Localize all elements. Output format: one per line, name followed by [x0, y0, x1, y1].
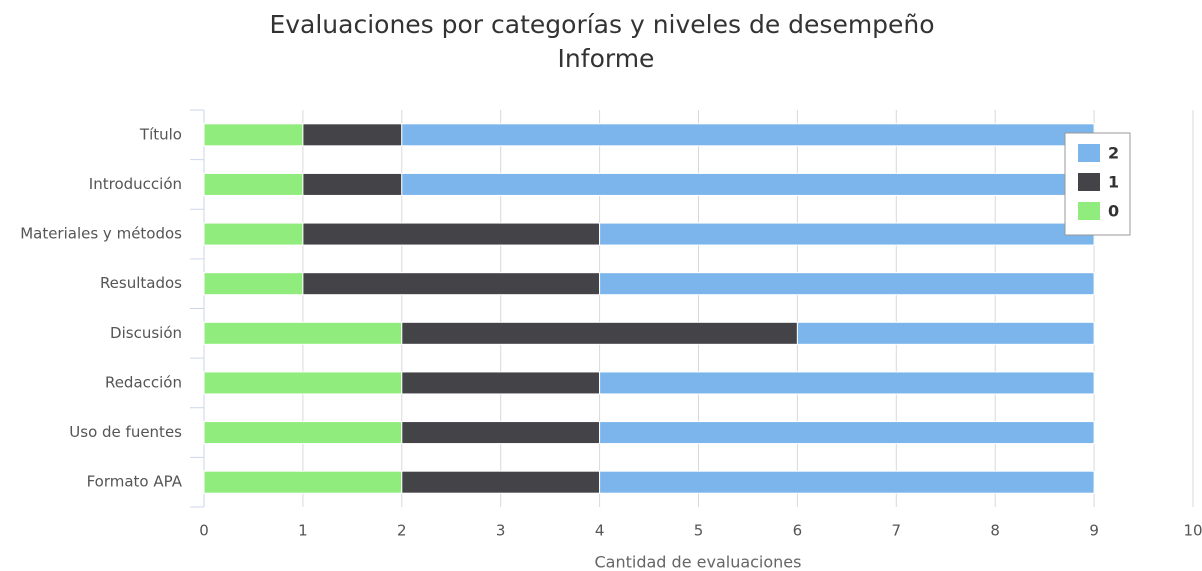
bar-segment	[599, 222, 1095, 246]
bar-segment	[599, 470, 1095, 494]
chart-subtitle: Informe	[558, 44, 655, 73]
y-tick-label: Introducción	[89, 175, 182, 193]
y-tick-label: Resultados	[100, 274, 182, 292]
x-tick-label: 6	[793, 522, 803, 540]
x-tick-label: 7	[892, 522, 902, 540]
x-axis-title: Cantidad de evaluaciones	[595, 553, 802, 571]
bar-segment	[599, 421, 1095, 445]
bar-segment	[401, 172, 1095, 196]
legend-label: 0	[1108, 202, 1119, 221]
bar-segment	[599, 272, 1095, 296]
x-tick-label: 3	[496, 522, 506, 540]
bar-segment	[203, 123, 304, 147]
y-tick-label: Uso de fuentes	[69, 423, 182, 441]
bar-segment	[401, 123, 1095, 147]
bar-segment	[401, 421, 601, 445]
x-tick-label: 0	[199, 522, 209, 540]
bar-segment	[302, 123, 403, 147]
legend-swatch	[1078, 202, 1100, 220]
x-tick-label: 1	[298, 522, 308, 540]
bar-segment	[302, 222, 601, 246]
legend-label: 1	[1108, 173, 1119, 192]
x-tick-label: 2	[397, 522, 407, 540]
y-tick-label: Redacción	[105, 373, 182, 391]
x-tick-label: 9	[1089, 522, 1099, 540]
bar-segment	[796, 321, 1095, 345]
bar-segment	[599, 371, 1095, 395]
y-tick-label: Discusión	[110, 324, 182, 342]
bar-segment	[401, 321, 798, 345]
legend-swatch	[1078, 173, 1100, 191]
bar-segment	[203, 470, 403, 494]
bar-segment	[203, 222, 304, 246]
y-tick-label: Título	[139, 125, 182, 143]
x-tick-label: 4	[595, 522, 605, 540]
x-tick-label: 10	[1183, 522, 1202, 540]
legend-label: 2	[1108, 144, 1119, 163]
bar-segment	[302, 172, 403, 196]
x-tick-label: 8	[990, 522, 1000, 540]
y-tick-label: Formato APA	[87, 473, 183, 491]
bar-segment	[203, 172, 304, 196]
bar-segment	[203, 421, 403, 445]
bar-segment	[302, 272, 601, 296]
x-tick-label: 5	[694, 522, 704, 540]
bar-segment	[401, 371, 601, 395]
legend-swatch	[1078, 144, 1100, 162]
chart-title: Evaluaciones por categorías y niveles de…	[269, 10, 934, 39]
bar-segment	[401, 470, 601, 494]
y-tick-label: Materiales y métodos	[20, 225, 182, 243]
bar-segment	[203, 321, 403, 345]
bar-segment	[203, 371, 403, 395]
bar-segment	[203, 272, 304, 296]
